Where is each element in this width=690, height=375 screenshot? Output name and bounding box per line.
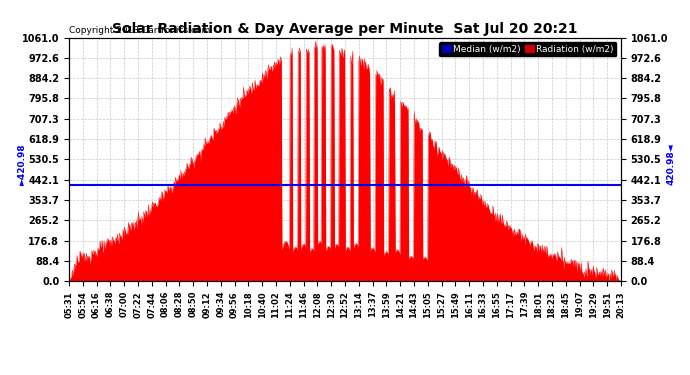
Text: ►420.98: ►420.98: [17, 143, 27, 184]
Text: Copyright 2013 Cartronics.com: Copyright 2013 Cartronics.com: [69, 26, 210, 35]
Title: Solar Radiation & Day Average per Minute  Sat Jul 20 20:21: Solar Radiation & Day Average per Minute…: [112, 22, 578, 36]
Text: 420.98◄: 420.98◄: [666, 143, 676, 184]
Legend: Median (w/m2), Radiation (w/m2): Median (w/m2), Radiation (w/m2): [439, 42, 616, 56]
